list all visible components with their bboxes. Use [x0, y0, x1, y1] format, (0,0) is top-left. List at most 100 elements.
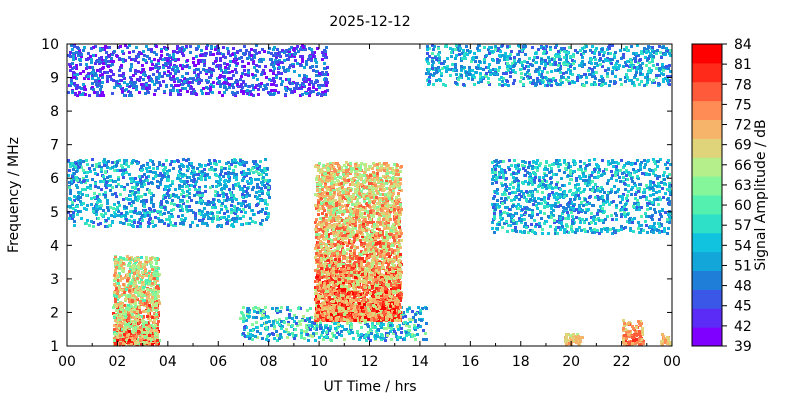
heatmap-cell	[122, 267, 125, 270]
heatmap-cell	[162, 80, 165, 83]
heatmap-cell	[289, 64, 292, 67]
heatmap-cell	[129, 285, 132, 288]
heatmap-cell	[186, 180, 189, 183]
heatmap-cell	[145, 282, 148, 285]
heatmap-cell	[424, 332, 427, 335]
heatmap-cell	[295, 82, 298, 85]
heatmap-cell	[165, 200, 168, 203]
heatmap-cell	[240, 171, 243, 174]
heatmap-cell	[139, 326, 142, 329]
heatmap-cell	[393, 330, 396, 333]
heatmap-cell	[288, 316, 291, 319]
heatmap-cell	[192, 166, 195, 169]
heatmap-cell	[72, 58, 75, 61]
heatmap-cell	[113, 294, 116, 297]
heatmap-cell	[187, 167, 190, 170]
heatmap-cell	[128, 339, 131, 342]
heatmap-cell	[148, 218, 151, 221]
heatmap-cell	[123, 188, 126, 191]
heatmap-cell	[148, 328, 151, 331]
heatmap-cell	[247, 71, 250, 74]
heatmap-cell	[148, 189, 151, 192]
heatmap-cell	[132, 294, 135, 297]
heatmap-cell	[246, 312, 249, 315]
heatmap-cell	[358, 267, 361, 270]
heatmap-cell	[139, 76, 142, 79]
heatmap-cell	[71, 48, 74, 51]
heatmap-cell	[116, 206, 119, 209]
heatmap-cell	[360, 333, 363, 336]
heatmap-cell	[301, 319, 304, 322]
heatmap-cell	[134, 69, 137, 72]
heatmap-cell	[132, 225, 135, 228]
heatmap-cell	[120, 164, 123, 167]
heatmap-cell	[150, 329, 153, 332]
heatmap-cell	[406, 310, 409, 313]
heatmap-cell	[387, 323, 390, 326]
heatmap-cell	[248, 206, 251, 209]
heatmap-cell	[113, 314, 116, 317]
heatmap-cell	[347, 330, 350, 333]
heatmap-cell	[203, 214, 206, 217]
heatmap-cell	[136, 183, 139, 186]
heatmap-cell	[99, 207, 102, 210]
heatmap-cell	[86, 171, 89, 174]
heatmap-cell	[117, 201, 120, 204]
heatmap-cell	[200, 210, 203, 213]
heatmap-cell	[311, 323, 314, 326]
midday-burst	[314, 161, 403, 322]
heatmap-cell	[151, 268, 154, 271]
heatmap-cell	[157, 77, 160, 80]
heatmap-cell	[241, 60, 244, 63]
heatmap-cell	[258, 194, 261, 197]
heatmap-cell	[386, 269, 389, 272]
heatmap-cell	[212, 215, 215, 218]
heatmap-cell	[202, 217, 205, 220]
heatmap-cell	[199, 54, 202, 57]
heatmap-cell	[332, 199, 335, 202]
heatmap-cell	[109, 184, 112, 187]
heatmap-cell	[116, 307, 119, 310]
heatmap-cell	[120, 266, 123, 269]
heatmap-cell	[293, 337, 296, 340]
heatmap-cell	[143, 83, 146, 86]
heatmap-cell	[106, 77, 109, 80]
heatmap-cell	[370, 182, 373, 185]
heatmap-cell	[259, 85, 262, 88]
heatmap-cell	[148, 275, 151, 278]
heatmap-cell	[132, 296, 135, 299]
heatmap-cell	[147, 76, 150, 79]
heatmap-cell	[185, 45, 188, 48]
heatmap-cell	[135, 287, 138, 290]
heatmap-cell	[219, 173, 222, 176]
heatmap-cell	[117, 313, 120, 316]
heatmap-cell	[356, 238, 359, 241]
heatmap-cell	[138, 181, 141, 184]
heatmap-cell	[199, 71, 202, 74]
heatmap-cell	[302, 315, 305, 318]
heatmap-cell	[261, 337, 264, 340]
heatmap-cell	[98, 199, 101, 202]
heatmap-cell	[221, 202, 224, 205]
heatmap-cell	[189, 225, 192, 228]
heatmap-cell	[396, 325, 399, 328]
heatmap-cell	[150, 326, 153, 329]
heatmap-cell	[234, 159, 237, 162]
heatmap-cell	[99, 222, 102, 225]
heatmap-cell	[301, 85, 304, 88]
heatmap-cell	[142, 338, 145, 341]
heatmap-cell	[232, 187, 235, 190]
heatmap-cell	[150, 265, 153, 268]
heatmap-cell	[217, 224, 220, 227]
heatmap-cell	[241, 86, 244, 89]
heatmap-cell	[110, 78, 113, 81]
heatmap-cell	[223, 81, 226, 84]
heatmap-cell	[287, 69, 290, 72]
heatmap-cell	[183, 80, 186, 83]
heatmap-cell	[234, 81, 237, 84]
heatmap-cell	[165, 218, 168, 221]
heatmap-cell	[312, 83, 315, 86]
heatmap-cell	[131, 267, 134, 270]
heatmap-cell	[306, 333, 309, 336]
